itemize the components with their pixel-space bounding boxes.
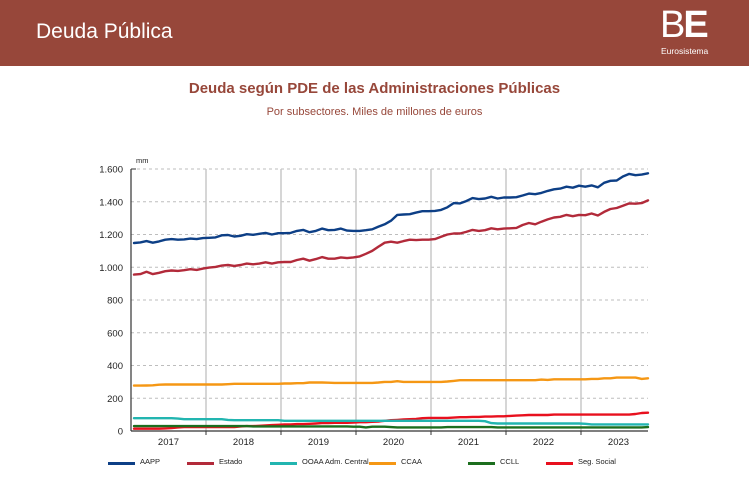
x-tick-label: 2021 [458,437,479,448]
x-tick-label: 2017 [158,437,179,448]
legend-swatch [369,462,396,465]
series-line-ccll [132,424,650,429]
x-tick-label: 2020 [383,437,404,448]
page-header: Deuda Pública BE Eurosistema [0,0,749,66]
legend-label: Estado [219,457,243,466]
legend-swatch [270,462,297,465]
chart-title: Deuda según PDE de las Administraciones … [188,80,561,97]
y-tick-label: 1.600 [99,165,123,176]
page-title: Deuda Pública [36,20,173,43]
logo-subtitle: Eurosistema [661,46,709,56]
legend: AAPP Estado OOAA Adm. Central CCAA CCLL Seg. … [0,456,749,470]
x-tick-label: 2019 [308,437,329,448]
legend-label: OOAA Adm. Central [302,457,369,466]
axes: 0 200 400 600 800 1.000 1.200 1.400 1.600 2017 201… [99,165,648,448]
y-tick-label: 400 [107,361,123,372]
series-lines [132,172,650,430]
logo-letter-e: E [683,4,708,46]
y-tick-label: 1.200 [99,230,123,241]
series-line-ooaa-adm-central [132,417,650,426]
legend-label: AAPP [140,457,161,466]
unit-label: mm [136,156,149,165]
chart-subtitle: Por subsectores. Miles de millones de eu… [266,106,483,118]
y-tick-label: 1.400 [99,197,123,208]
y-tick-label: 600 [107,328,123,339]
y-tick-label: 800 [107,296,123,307]
series-line-estado [132,199,650,276]
legend-label: Seg. Social [578,457,616,466]
y-tick-label: 0 [118,427,123,438]
x-tick-label: 2018 [233,437,254,448]
y-tick-label: 1.000 [99,263,123,274]
legend-swatch [546,462,573,465]
x-tick-label: 2022 [533,437,554,448]
legend-swatch [468,462,495,465]
logo-mark: BE [660,4,709,46]
x-tick-label: 2023 [608,437,629,448]
legend-label: CCLL [500,457,520,466]
grid [131,168,648,431]
banco-de-espana-logo: BE Eurosistema [660,6,720,58]
legend-swatch [187,462,214,465]
logo-letter-b: B [660,4,685,46]
legend-swatch [108,462,135,465]
legend-label: CCAA [401,457,422,466]
y-tick-label: 200 [107,394,123,405]
series-line-ccaa [132,376,650,387]
series-line-aapp [132,172,650,245]
